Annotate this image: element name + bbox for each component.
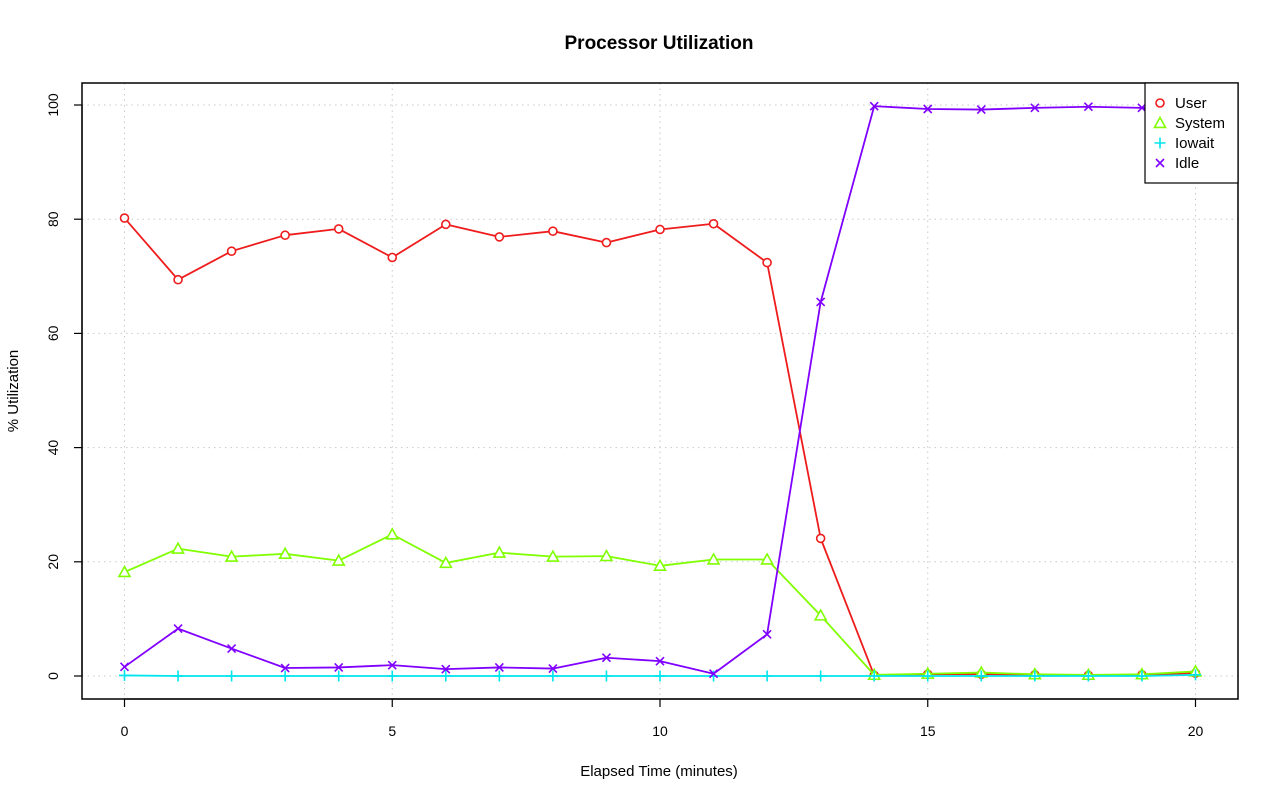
point-user xyxy=(815,533,826,544)
x-tick-label: 20 xyxy=(1188,723,1204,739)
grid xyxy=(82,83,1238,699)
point-system xyxy=(492,545,507,558)
legend: User System Iowait Idle xyxy=(1144,82,1239,184)
point-user xyxy=(280,230,290,240)
point-user xyxy=(440,219,451,230)
point-idle xyxy=(601,653,612,663)
point-iowait xyxy=(600,670,612,682)
point-system xyxy=(813,608,828,621)
point-idle xyxy=(1083,102,1093,112)
x-tick-label: 5 xyxy=(388,723,396,739)
point-user xyxy=(333,224,344,234)
point-system xyxy=(706,552,721,565)
point-user xyxy=(708,218,719,229)
point-user xyxy=(387,252,398,263)
point-iowait xyxy=(279,670,291,682)
point-iowait xyxy=(708,670,720,682)
point-user xyxy=(762,257,772,268)
point-idle xyxy=(548,664,558,674)
point-user xyxy=(119,213,130,223)
point-system xyxy=(546,549,560,562)
point-iowait xyxy=(1190,669,1201,681)
x-tick-label: 15 xyxy=(920,723,936,739)
point-iowait xyxy=(440,670,452,682)
point-user xyxy=(494,232,505,242)
point-user xyxy=(226,246,237,256)
point-idle xyxy=(762,629,772,639)
point-iowait xyxy=(493,670,505,682)
point-idle xyxy=(655,656,665,666)
point-user xyxy=(173,274,183,285)
series-iowait xyxy=(119,669,1201,682)
legend-symbol-user xyxy=(1155,98,1165,108)
point-idle xyxy=(816,297,826,307)
point-system xyxy=(385,527,400,540)
x-axis-label: Elapsed Time (minutes) xyxy=(580,763,738,780)
y-tick-label: 40 xyxy=(45,440,61,456)
y-tick-label: 0 xyxy=(45,672,61,680)
series-line-idle xyxy=(123,105,1196,675)
point-idle xyxy=(1030,103,1040,113)
point-iowait xyxy=(547,670,559,682)
y-axis-label: % Utilization xyxy=(5,350,22,433)
point-iowait xyxy=(333,670,345,682)
point-iowait xyxy=(815,670,827,682)
point-iowait xyxy=(172,670,184,682)
point-iowait xyxy=(1082,670,1094,682)
point-idle xyxy=(441,664,451,674)
point-system xyxy=(760,552,774,565)
point-system xyxy=(171,541,185,554)
axes: 0 5 10 15 20 0 20 40 60 80 100 xyxy=(45,93,1203,739)
point-system xyxy=(438,555,453,569)
x-tick-label: 0 xyxy=(121,723,129,739)
y-tick-label: 20 xyxy=(45,554,61,570)
point-iowait xyxy=(761,670,773,682)
point-system xyxy=(224,549,239,562)
y-tick-label: 80 xyxy=(45,211,61,227)
point-iowait xyxy=(1136,670,1148,682)
point-system xyxy=(117,564,132,578)
point-idle xyxy=(976,105,986,115)
point-system xyxy=(653,558,667,571)
point-iowait xyxy=(226,670,238,682)
legend-label-iowait: Iowait xyxy=(1175,135,1215,152)
legend-label-idle: Idle xyxy=(1175,155,1199,172)
legend-symbol-system xyxy=(1153,115,1167,129)
point-iowait xyxy=(119,669,130,681)
point-system xyxy=(331,553,346,566)
point-idle xyxy=(173,624,183,634)
point-idle xyxy=(869,101,879,111)
point-idle xyxy=(494,662,504,673)
point-idle xyxy=(280,663,290,673)
chart-title: Processor Utilization xyxy=(565,33,754,54)
legend-symbol-iowait xyxy=(1154,137,1166,149)
point-idle xyxy=(119,662,130,672)
legend-label-system: System xyxy=(1175,115,1225,132)
point-iowait xyxy=(654,670,666,682)
point-user xyxy=(548,226,558,236)
legend-label-user: User xyxy=(1175,95,1207,112)
legend-symbol-idle xyxy=(1155,158,1165,168)
point-idle xyxy=(387,660,397,670)
series-layer xyxy=(117,101,1203,682)
point-system xyxy=(278,546,293,560)
point-system xyxy=(599,548,614,562)
point-iowait xyxy=(868,670,880,682)
x-tick-label: 10 xyxy=(652,723,668,739)
point-iowait xyxy=(1029,670,1041,682)
point-iowait xyxy=(975,670,987,682)
point-user xyxy=(655,224,665,235)
point-iowait xyxy=(922,670,934,682)
y-tick-label: 100 xyxy=(45,93,61,117)
y-tick-label: 60 xyxy=(45,325,61,341)
point-user xyxy=(601,237,612,248)
point-idle xyxy=(334,662,344,673)
point-idle xyxy=(708,669,719,679)
point-idle xyxy=(227,644,237,654)
point-iowait xyxy=(386,670,398,682)
point-idle xyxy=(923,104,933,114)
legend-symbols xyxy=(1153,98,1167,168)
